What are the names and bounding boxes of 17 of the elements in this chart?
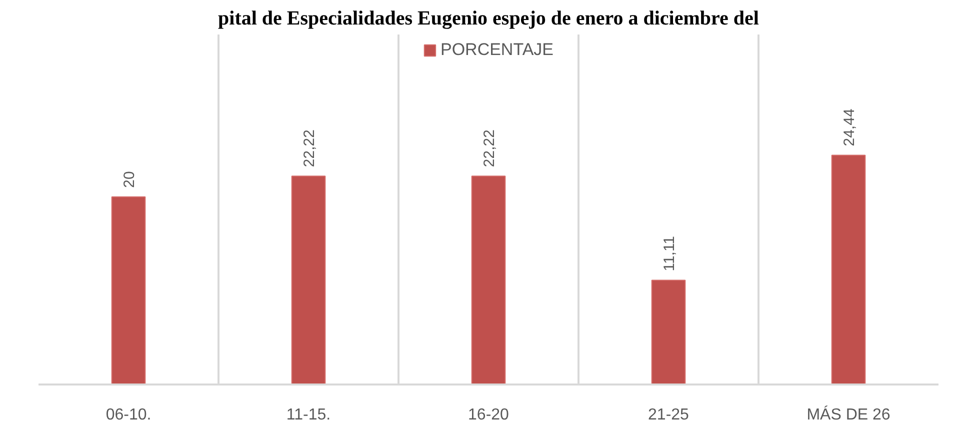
x-tick-label: 11-15.: [286, 406, 331, 424]
x-tick-label: MÁS DE 26: [806, 406, 890, 424]
bar: [831, 154, 866, 384]
data-label: 22,22: [481, 130, 498, 168]
legend-label: PORCENTAJE: [440, 40, 554, 60]
bar: [651, 280, 686, 384]
bar: [291, 176, 326, 384]
bar: [111, 196, 146, 384]
data-label: 22,22: [301, 130, 318, 168]
x-tick-label: 06-10.: [106, 406, 152, 424]
data-label: 20: [121, 171, 138, 188]
x-tick-label: 21-25: [648, 406, 690, 424]
data-label: 11,11: [661, 236, 678, 272]
x-tick-label: 16-20: [468, 406, 510, 424]
chart-title: pital de Especialidades Eugenio espejo de enero a diciembre del: [218, 8, 760, 30]
bar: [471, 176, 506, 384]
data-label: 24,44: [841, 108, 858, 146]
